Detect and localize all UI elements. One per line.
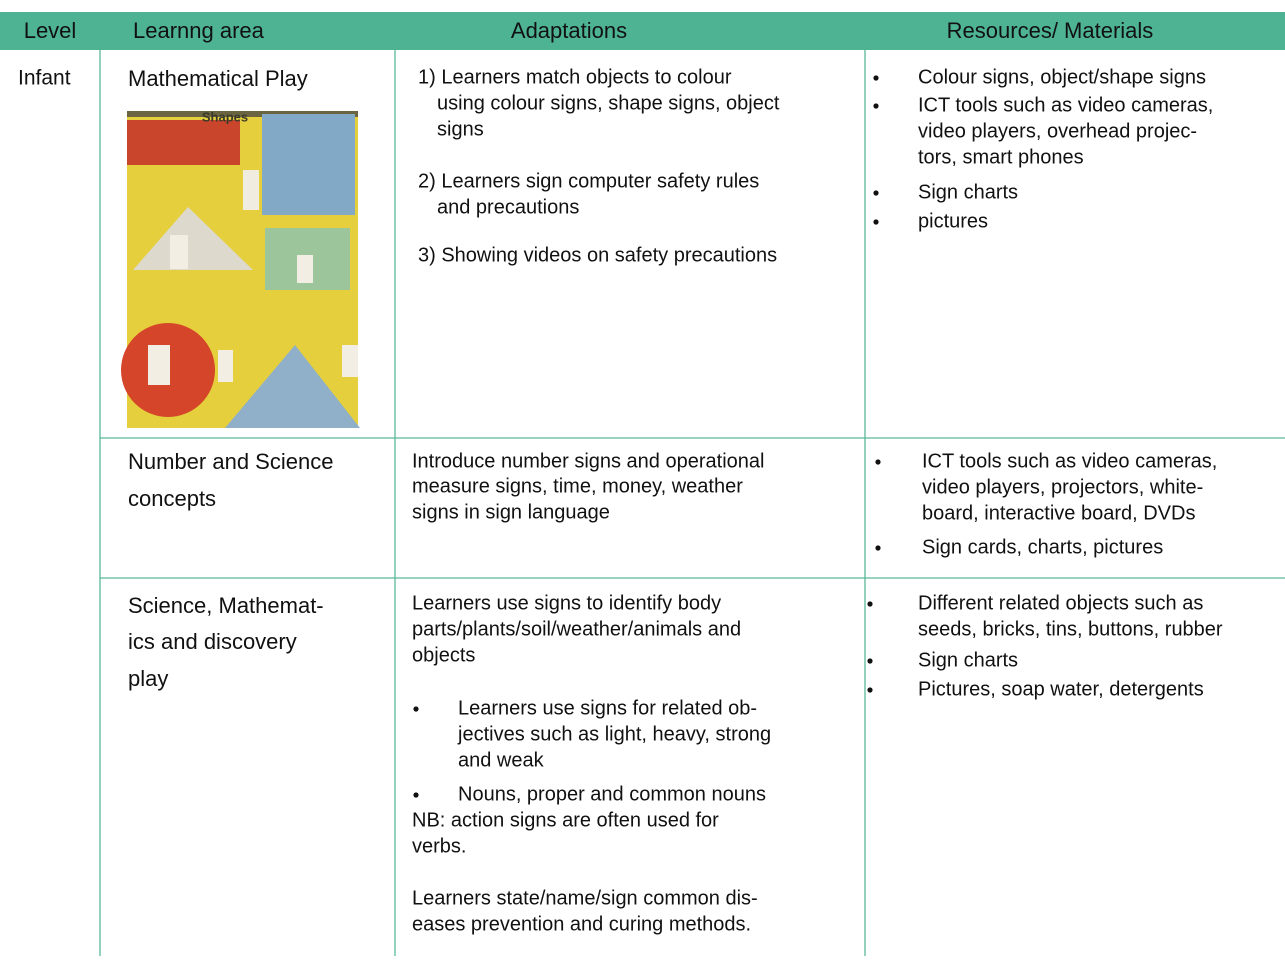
adaptation-text: and precautions [437, 196, 579, 218]
resource-text: ICT tools such as video cameras, [918, 94, 1213, 116]
photo-caption: Shapes [202, 109, 248, 124]
resource-text: Pictures, soap water, detergents [918, 678, 1204, 700]
resource-text: pictures [918, 210, 988, 232]
bullet [867, 658, 873, 664]
bullet [873, 190, 879, 196]
resource-text: video players, overhead projec- [918, 120, 1197, 142]
adaptation-text: objects [412, 644, 475, 666]
bullet [873, 219, 879, 225]
photo: Shapes [121, 109, 360, 428]
adaptation-text: Learners use signs to identify body [412, 592, 721, 614]
learning-area: ics and discovery [128, 629, 297, 654]
resource-text: Colour signs, object/shape signs [918, 66, 1206, 88]
adaptation-text: 3) Showing videos on safety precautions [418, 244, 777, 266]
resource-text: Sign charts [918, 181, 1018, 203]
adaptation-text: Learners use signs for related ob- [458, 697, 757, 719]
learning-area: Science, Mathemat- [128, 593, 324, 618]
adaptation-text: Learners state/name/sign common dis- [412, 887, 758, 909]
adaptation-text: and weak [458, 749, 545, 771]
learning-area: Number and Science [128, 449, 333, 474]
learning-area: concepts [128, 486, 216, 511]
resource-text: Different related objects such as [918, 592, 1203, 614]
adaptation-text: Introduce number signs and operational [412, 450, 764, 472]
bullet [873, 75, 879, 81]
resource-text: Sign charts [918, 649, 1018, 671]
adaptation-text: parts/plants/soil/weather/animals and [412, 618, 741, 640]
resource-text: seeds, bricks, tins, buttons, rubber [918, 618, 1223, 640]
resource-text: video players, projectors, white- [922, 476, 1203, 498]
header-cell: Adaptations [511, 18, 627, 43]
adaptation-text: eases prevention and curing methods. [412, 913, 751, 935]
header-cell: Resources/ Materials [947, 18, 1154, 43]
adaptation-text: measure signs, time, money, weather [412, 475, 743, 497]
adaptation-text: 1) Learners match objects to colour [418, 66, 732, 88]
adaptation-text: verbs. [412, 835, 466, 857]
adaptation-text: 2) Learners sign computer safety rules [418, 170, 759, 192]
bullet [413, 706, 419, 712]
adaptation-text: signs in sign language [412, 501, 610, 523]
adaptation-text: signs [437, 118, 484, 140]
bullet [867, 687, 873, 693]
adaptation-text: jectives such as light, heavy, strong [457, 723, 771, 745]
resource-text: tors, smart phones [918, 146, 1084, 168]
resource-text: board, interactive board, DVDs [922, 502, 1195, 524]
header-cell: Learnng area [133, 18, 265, 43]
bullet [867, 601, 873, 607]
learning-area: Mathematical Play [128, 66, 308, 91]
adaptation-text: Nouns, proper and common nouns [458, 783, 766, 805]
bullet [875, 459, 881, 465]
adaptation-text: NB: action signs are often used for [412, 809, 719, 831]
resource-text: ICT tools such as video cameras, [922, 450, 1217, 472]
header-cell: Level [24, 18, 77, 43]
header-bar [0, 12, 1285, 50]
learning-area: play [128, 666, 168, 691]
resource-text: Sign cards, charts, pictures [922, 536, 1163, 558]
bullet [875, 545, 881, 551]
level-cell: Infant [18, 67, 71, 90]
bullet [413, 792, 419, 798]
bullet [873, 103, 879, 109]
adaptation-text: using colour signs, shape signs, object [437, 92, 780, 114]
